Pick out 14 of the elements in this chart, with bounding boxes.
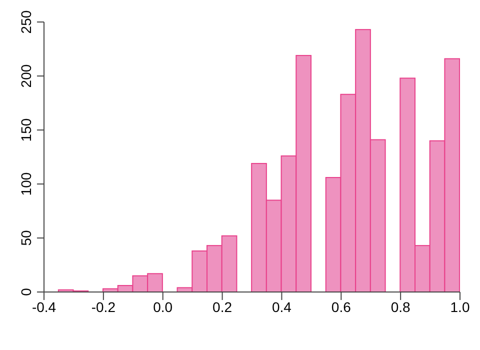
x-tick-label: -0.4: [32, 298, 56, 315]
x-tick-label: 1.0: [450, 298, 470, 315]
y-tick-label: 150: [18, 118, 34, 142]
y-tick-label: 100: [18, 172, 34, 196]
x-tick-label: 0.0: [153, 298, 173, 315]
x-tick-label: 0.4: [272, 298, 292, 315]
x-tick-label: 0.2: [212, 298, 232, 315]
y-tick-label: 50: [18, 230, 34, 246]
y-tick-label: 0: [18, 288, 34, 296]
y-tick-label: 200: [18, 64, 34, 88]
x-tick-label: -0.2: [91, 298, 116, 315]
x-tick-label: 0.8: [390, 298, 411, 315]
x-tick-label: 0.6: [331, 298, 352, 315]
y-tick-label: 250: [18, 10, 34, 34]
